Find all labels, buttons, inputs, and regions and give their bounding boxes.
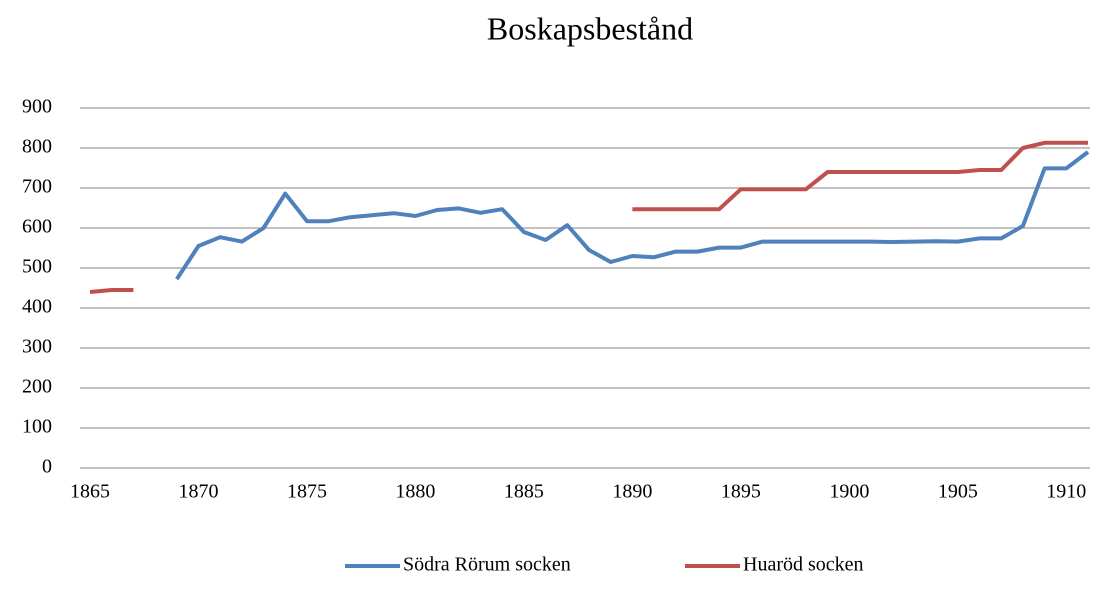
series-line [175, 150, 1090, 281]
x-tick-label: 1895 [721, 481, 761, 503]
chart-title: Boskapsbestånd [487, 10, 693, 46]
y-tick-label: 900 [22, 96, 52, 118]
y-tick-label: 300 [22, 336, 52, 358]
x-tick-label: 1865 [70, 481, 110, 503]
y-tick-label: 0 [42, 456, 52, 478]
x-tick-label: 1905 [938, 481, 978, 503]
legend-label: Huaröd socken [743, 554, 864, 576]
x-tick-label: 1910 [1046, 481, 1086, 503]
y-tick-label: 500 [22, 256, 52, 278]
x-tick-label: 1870 [178, 481, 218, 503]
legend-label: Södra Rörum socken [403, 554, 571, 576]
series-line [89, 140, 1088, 294]
y-tick-label: 700 [22, 176, 52, 198]
y-tick-label: 100 [22, 416, 52, 438]
x-tick-label: 1890 [612, 481, 652, 503]
y-tick-label: 200 [22, 376, 52, 398]
x-tick-label: 1875 [287, 481, 327, 503]
y-tick-label: 400 [22, 296, 52, 318]
y-tick-label: 800 [22, 136, 52, 158]
x-tick-label: 1885 [504, 481, 544, 503]
y-tick-label: 600 [22, 216, 52, 238]
x-tick-label: 1900 [829, 481, 869, 503]
x-tick-label: 1880 [395, 481, 435, 503]
